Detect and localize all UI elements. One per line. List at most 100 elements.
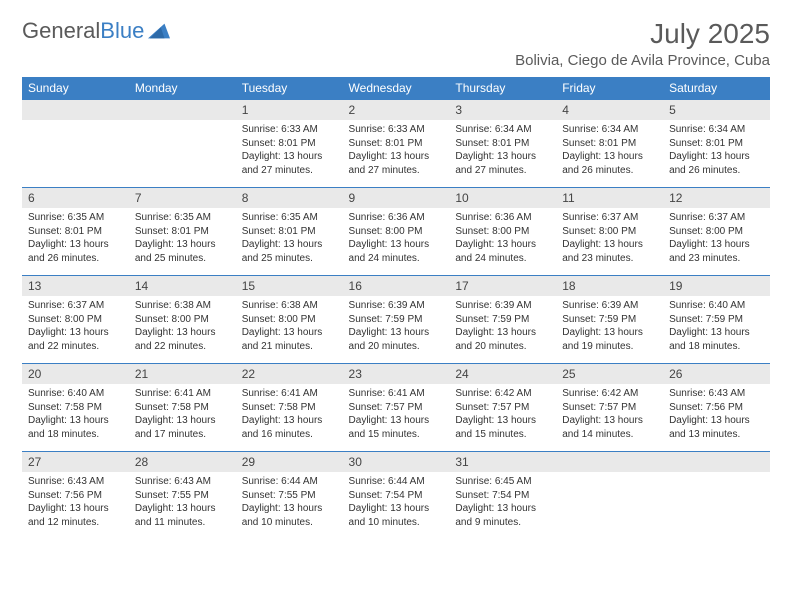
detail-cell: Sunrise: 6:43 AMSunset: 7:56 PMDaylight:… [663, 384, 770, 452]
logo: GeneralBlue [22, 18, 170, 44]
sunset-text: Sunset: 7:54 PM [349, 489, 444, 503]
daynum-cell: 16 [343, 276, 450, 297]
daylight-text: Daylight: 13 hours and 18 minutes. [28, 414, 123, 441]
detail-cell: Sunrise: 6:35 AMSunset: 8:01 PMDaylight:… [22, 208, 129, 276]
sunrise-text: Sunrise: 6:36 AM [349, 211, 444, 225]
daylight-text: Daylight: 13 hours and 22 minutes. [135, 326, 230, 353]
daylight-text: Daylight: 13 hours and 15 minutes. [349, 414, 444, 441]
sunrise-text: Sunrise: 6:35 AM [28, 211, 123, 225]
dow-cell: Thursday [449, 77, 556, 100]
sunset-text: Sunset: 8:01 PM [349, 137, 444, 151]
daylight-text: Daylight: 13 hours and 24 minutes. [349, 238, 444, 265]
daylight-text: Daylight: 13 hours and 23 minutes. [562, 238, 657, 265]
title-block: July 2025 Bolivia, Ciego de Avila Provin… [515, 18, 770, 69]
detail-cell: Sunrise: 6:35 AMSunset: 8:01 PMDaylight:… [236, 208, 343, 276]
daylight-text: Daylight: 13 hours and 26 minutes. [562, 150, 657, 177]
sunrise-text: Sunrise: 6:43 AM [135, 475, 230, 489]
sunset-text: Sunset: 7:59 PM [349, 313, 444, 327]
daynum-cell: 5 [663, 100, 770, 121]
sunrise-text: Sunrise: 6:41 AM [349, 387, 444, 401]
sunset-text: Sunset: 8:00 PM [28, 313, 123, 327]
sunset-text: Sunset: 7:59 PM [562, 313, 657, 327]
sunrise-text: Sunrise: 6:34 AM [562, 123, 657, 137]
daynum-cell: 2 [343, 100, 450, 121]
daynum-cell: 28 [129, 452, 236, 473]
sunrise-text: Sunrise: 6:40 AM [669, 299, 764, 313]
daynum-cell: 7 [129, 188, 236, 209]
sunrise-text: Sunrise: 6:38 AM [242, 299, 337, 313]
daylight-text: Daylight: 13 hours and 24 minutes. [455, 238, 550, 265]
sunset-text: Sunset: 8:01 PM [135, 225, 230, 239]
detail-cell: Sunrise: 6:39 AMSunset: 7:59 PMDaylight:… [449, 296, 556, 364]
dow-cell: Wednesday [343, 77, 450, 100]
sunrise-text: Sunrise: 6:39 AM [562, 299, 657, 313]
daylight-text: Daylight: 13 hours and 10 minutes. [242, 502, 337, 529]
sunset-text: Sunset: 7:58 PM [135, 401, 230, 415]
sunset-text: Sunset: 8:01 PM [455, 137, 550, 151]
daylight-text: Daylight: 13 hours and 18 minutes. [669, 326, 764, 353]
sunset-text: Sunset: 7:57 PM [349, 401, 444, 415]
sunset-text: Sunset: 7:58 PM [28, 401, 123, 415]
daylight-text: Daylight: 13 hours and 25 minutes. [135, 238, 230, 265]
sunrise-text: Sunrise: 6:44 AM [349, 475, 444, 489]
daylight-text: Daylight: 13 hours and 20 minutes. [349, 326, 444, 353]
detail-cell: Sunrise: 6:43 AMSunset: 7:55 PMDaylight:… [129, 472, 236, 539]
detail-cell [129, 120, 236, 188]
detail-cell: Sunrise: 6:41 AMSunset: 7:57 PMDaylight:… [343, 384, 450, 452]
sunset-text: Sunset: 7:58 PM [242, 401, 337, 415]
daylight-text: Daylight: 13 hours and 27 minutes. [242, 150, 337, 177]
detail-cell: Sunrise: 6:40 AMSunset: 7:59 PMDaylight:… [663, 296, 770, 364]
dow-row: SundayMondayTuesdayWednesdayThursdayFrid… [22, 77, 770, 100]
sunrise-text: Sunrise: 6:39 AM [349, 299, 444, 313]
detail-cell: Sunrise: 6:39 AMSunset: 7:59 PMDaylight:… [343, 296, 450, 364]
daynum-cell [129, 100, 236, 121]
daylight-text: Daylight: 13 hours and 9 minutes. [455, 502, 550, 529]
detail-cell: Sunrise: 6:44 AMSunset: 7:54 PMDaylight:… [343, 472, 450, 539]
sunrise-text: Sunrise: 6:33 AM [349, 123, 444, 137]
detail-cell: Sunrise: 6:33 AMSunset: 8:01 PMDaylight:… [236, 120, 343, 188]
daynum-cell: 19 [663, 276, 770, 297]
detail-cell: Sunrise: 6:38 AMSunset: 8:00 PMDaylight:… [129, 296, 236, 364]
daylight-text: Daylight: 13 hours and 27 minutes. [455, 150, 550, 177]
daynum-cell: 22 [236, 364, 343, 385]
daylight-text: Daylight: 13 hours and 12 minutes. [28, 502, 123, 529]
detail-cell: Sunrise: 6:42 AMSunset: 7:57 PMDaylight:… [449, 384, 556, 452]
sunrise-text: Sunrise: 6:43 AM [669, 387, 764, 401]
calendar-table: SundayMondayTuesdayWednesdayThursdayFrid… [22, 77, 770, 539]
detail-row: Sunrise: 6:40 AMSunset: 7:58 PMDaylight:… [22, 384, 770, 452]
dow-cell: Monday [129, 77, 236, 100]
sunrise-text: Sunrise: 6:34 AM [455, 123, 550, 137]
sunset-text: Sunset: 7:57 PM [562, 401, 657, 415]
daynum-cell: 20 [22, 364, 129, 385]
sunrise-text: Sunrise: 6:39 AM [455, 299, 550, 313]
daynum-cell: 30 [343, 452, 450, 473]
daynum-cell: 9 [343, 188, 450, 209]
sunset-text: Sunset: 8:00 PM [455, 225, 550, 239]
detail-row: Sunrise: 6:33 AMSunset: 8:01 PMDaylight:… [22, 120, 770, 188]
daylight-text: Daylight: 13 hours and 27 minutes. [349, 150, 444, 177]
daylight-text: Daylight: 13 hours and 13 minutes. [669, 414, 764, 441]
daynum-cell [556, 452, 663, 473]
daynum-cell: 26 [663, 364, 770, 385]
sunset-text: Sunset: 7:54 PM [455, 489, 550, 503]
daylight-text: Daylight: 13 hours and 19 minutes. [562, 326, 657, 353]
detail-cell: Sunrise: 6:37 AMSunset: 8:00 PMDaylight:… [556, 208, 663, 276]
sunrise-text: Sunrise: 6:43 AM [28, 475, 123, 489]
detail-cell: Sunrise: 6:44 AMSunset: 7:55 PMDaylight:… [236, 472, 343, 539]
sunrise-text: Sunrise: 6:36 AM [455, 211, 550, 225]
sunset-text: Sunset: 7:55 PM [242, 489, 337, 503]
sunrise-text: Sunrise: 6:41 AM [242, 387, 337, 401]
daynum-cell: 12 [663, 188, 770, 209]
sunrise-text: Sunrise: 6:44 AM [242, 475, 337, 489]
sunset-text: Sunset: 8:01 PM [242, 225, 337, 239]
sunset-text: Sunset: 8:01 PM [669, 137, 764, 151]
sunrise-text: Sunrise: 6:34 AM [669, 123, 764, 137]
sunset-text: Sunset: 8:00 PM [562, 225, 657, 239]
daylight-text: Daylight: 13 hours and 16 minutes. [242, 414, 337, 441]
detail-row: Sunrise: 6:37 AMSunset: 8:00 PMDaylight:… [22, 296, 770, 364]
detail-cell: Sunrise: 6:41 AMSunset: 7:58 PMDaylight:… [129, 384, 236, 452]
daynum-cell: 10 [449, 188, 556, 209]
sunset-text: Sunset: 7:57 PM [455, 401, 550, 415]
daylight-text: Daylight: 13 hours and 22 minutes. [28, 326, 123, 353]
daylight-text: Daylight: 13 hours and 26 minutes. [669, 150, 764, 177]
